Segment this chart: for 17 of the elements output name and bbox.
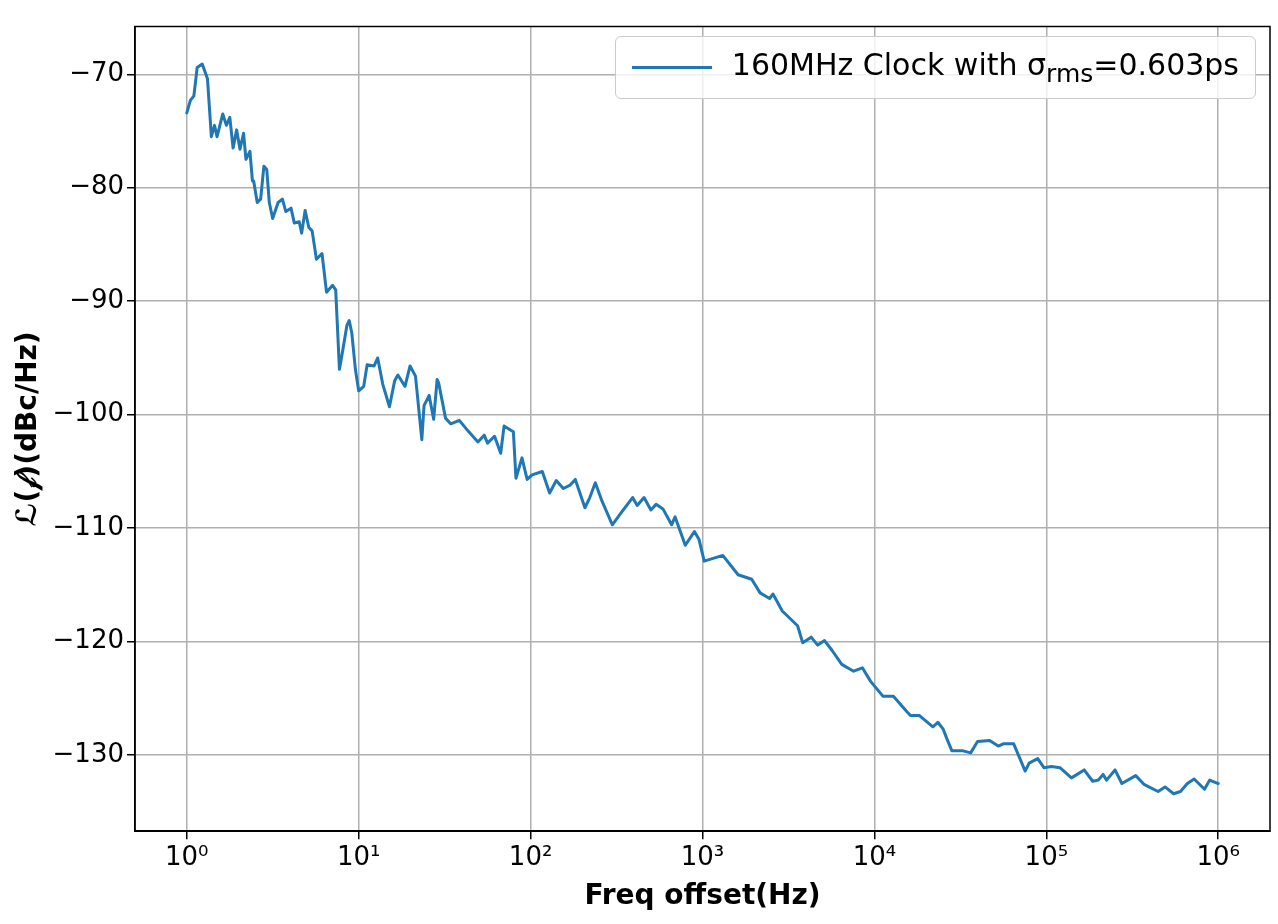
y-tick-label: −80 xyxy=(69,170,125,201)
x-tick-label: 10⁵ xyxy=(1024,840,1069,871)
x-tick-label: 10¹ xyxy=(336,840,381,871)
y-tick-label: −100 xyxy=(52,397,125,428)
x-axis-title: Freq offset(Hz) xyxy=(584,878,821,912)
x-tick-label: 10⁴ xyxy=(852,840,897,871)
legend-label: 160MHz Clock with σ$_{rms}$=0.603ps xyxy=(731,47,1239,88)
x-tick-label: 10³ xyxy=(680,840,725,871)
y-tick-label: −130 xyxy=(52,737,125,768)
y-tick-label: −70 xyxy=(69,57,125,88)
y-tick-label: −120 xyxy=(52,624,125,655)
x-tick-label: 10² xyxy=(508,840,553,871)
y-tick-label: −110 xyxy=(52,510,125,541)
x-tick-label: 10⁰ xyxy=(165,840,209,871)
y-axis-title: ℒ(𝒻)(dBc/Hz) xyxy=(10,331,44,527)
y-tick-label: −90 xyxy=(69,283,125,314)
x-tick-label: 10⁶ xyxy=(1196,840,1241,871)
